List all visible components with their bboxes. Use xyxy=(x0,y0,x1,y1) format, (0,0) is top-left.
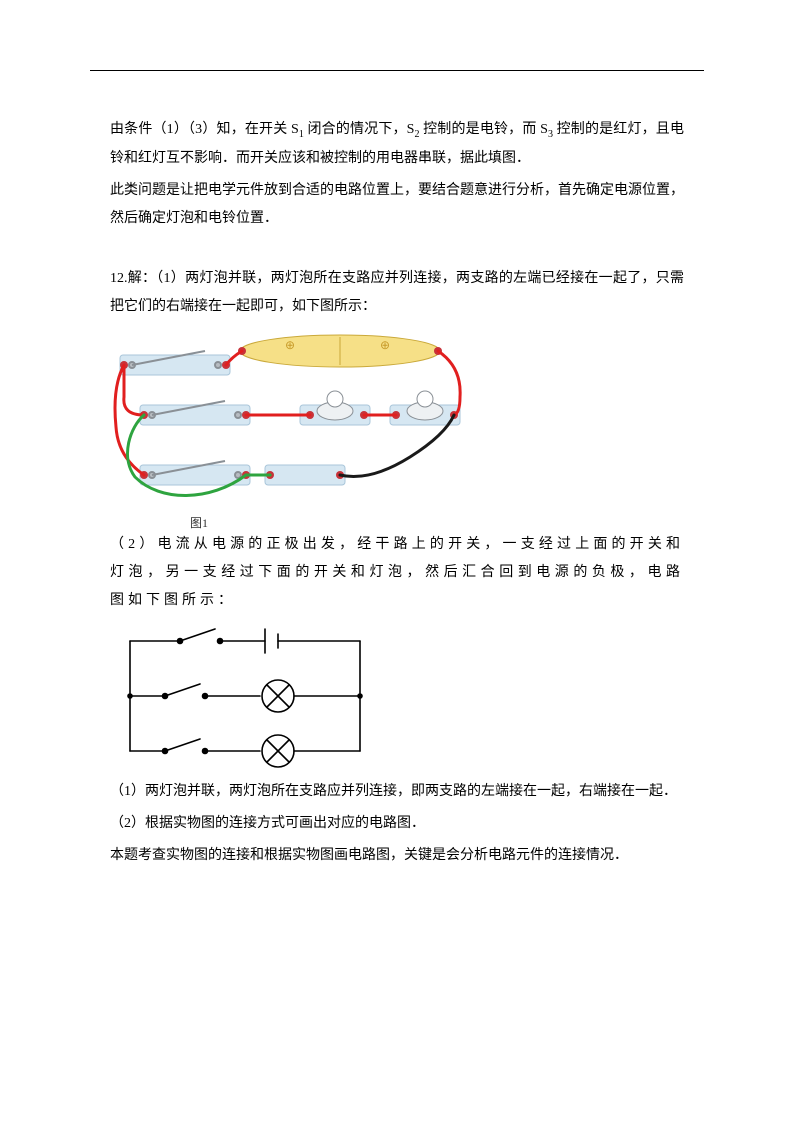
paragraph-analysis: 此类问题是让把电学元件放到合适的电路位置上，要结合题意进行分析，首先确定电源位置… xyxy=(110,177,684,233)
summary-1: （1）两灯泡并联，两灯泡所在支路应并列连接，即两支路的左端接在一起，右端接在一起… xyxy=(110,778,684,806)
figure-1: ⊕ ⊕ xyxy=(110,327,684,512)
header-rule xyxy=(90,70,704,71)
q12-part2: （2）电流从电源的正极出发，经干路上的开关，一支经过上面的开关和灯泡，另一支经过… xyxy=(110,531,684,615)
figure-2 xyxy=(110,621,684,776)
summary-2: （2）根据实物图的连接方式可画出对应的电路图． xyxy=(110,810,684,838)
svg-text:⊕: ⊕ xyxy=(380,338,390,352)
figure-1-caption: 图1 xyxy=(190,514,684,531)
paragraph-condition: 由条件（1）（3）知，在开关 S1 闭合的情况下，S2 控制的是电铃，而 S3 … xyxy=(110,116,684,173)
text: 控制的是电铃，而 S xyxy=(419,122,547,137)
q12-lead: 12.解：（1）两灯泡并联，两灯泡所在支路应并列连接，两支路的左端已经接在一起了… xyxy=(110,265,684,321)
svg-text:⊕: ⊕ xyxy=(285,338,295,352)
text: 闭合的情况下，S xyxy=(304,122,415,137)
summary-3: 本题考查实物图的连接和根据实物图画电路图，关键是会分析电路元件的连接情况． xyxy=(110,842,684,870)
text: 由条件（1）（3）知，在开关 S xyxy=(110,122,299,137)
